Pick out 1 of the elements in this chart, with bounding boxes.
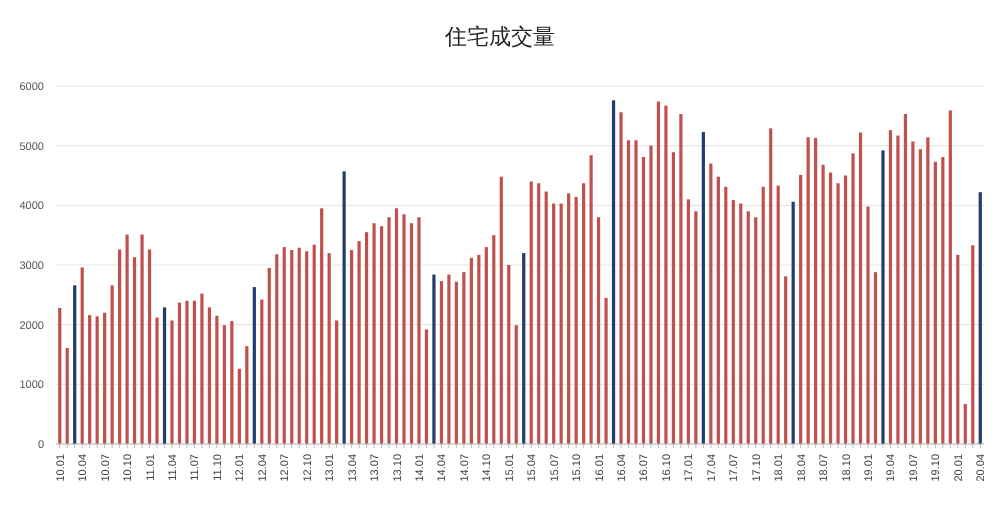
chart-title: 住宅成交量 <box>445 24 555 50</box>
